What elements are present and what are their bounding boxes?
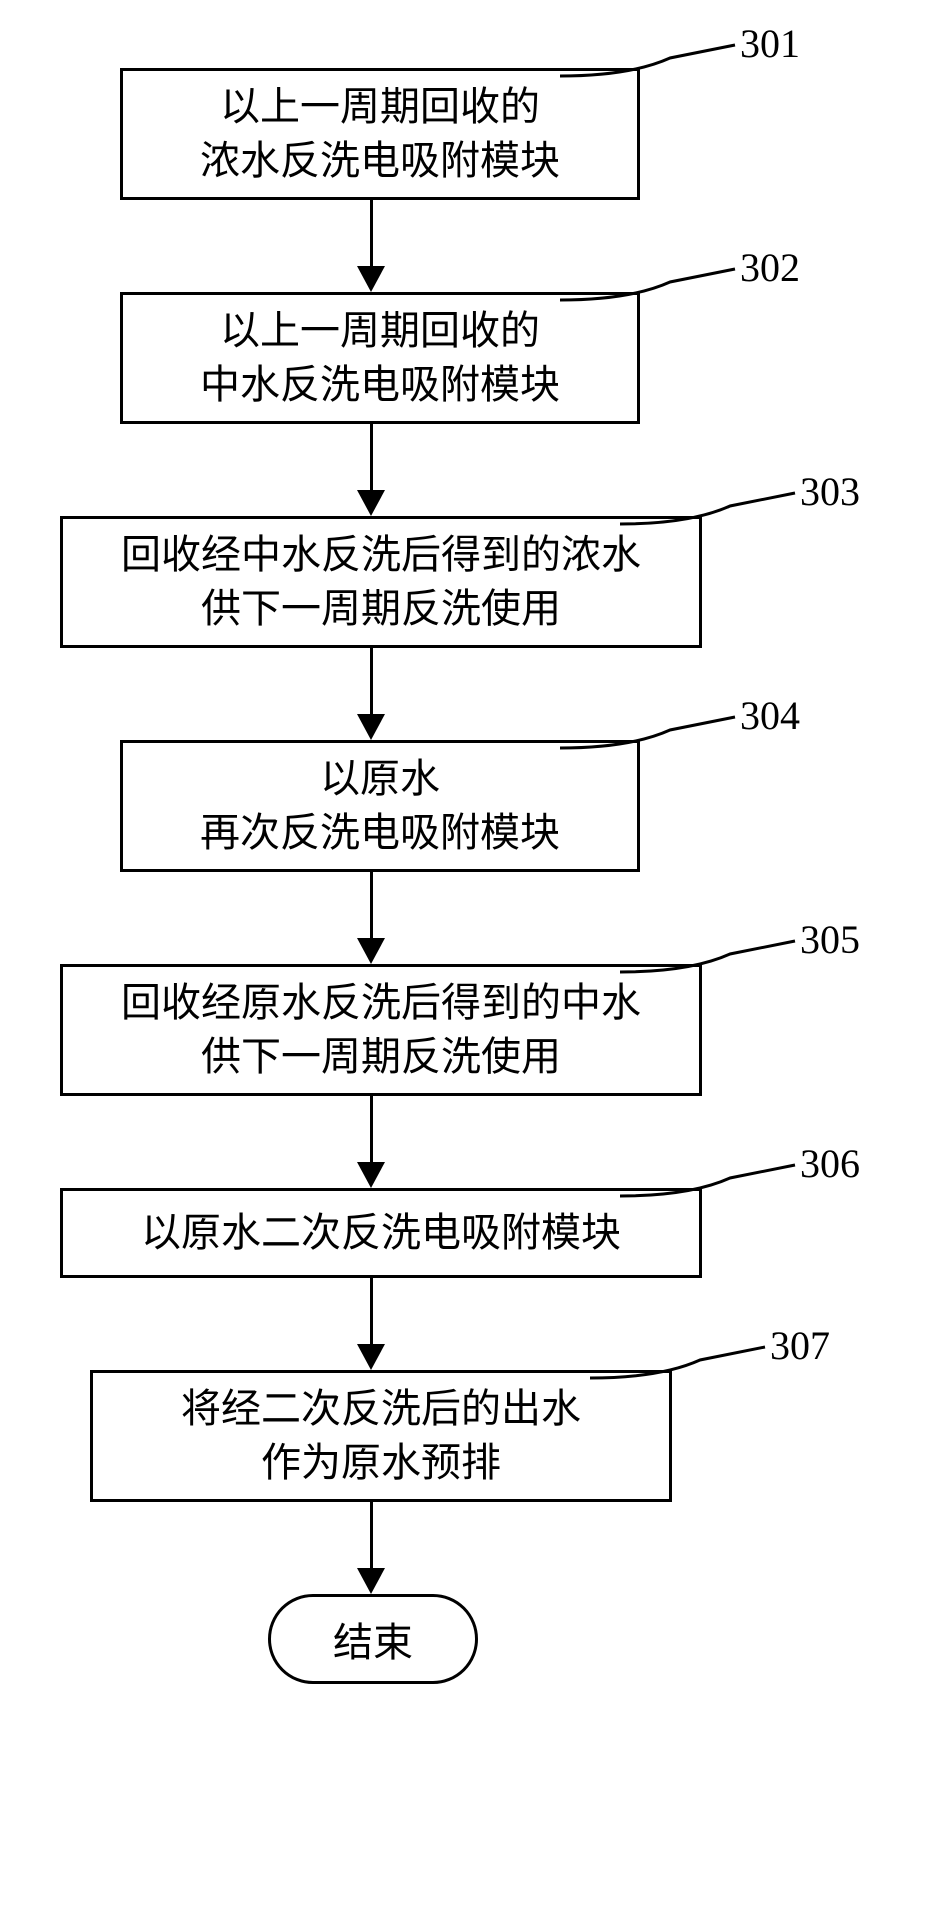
node-line1: 回收经原水反洗后得到的中水 [121, 980, 641, 1025]
leader-303 [620, 481, 800, 531]
arrow-head-icon [357, 714, 385, 740]
arrow-line [370, 1096, 373, 1162]
arrow-head-icon [357, 266, 385, 292]
arrow-head-icon [357, 490, 385, 516]
flow-node-303: 回收经中水反洗后得到的浓水 供下一周期反洗使用 [60, 516, 702, 648]
arrow-line [370, 872, 373, 938]
node-line1: 回收经中水反洗后得到的浓水 [121, 532, 641, 577]
node-line2: 供下一周期反洗使用 [201, 1034, 561, 1079]
flow-node-text: 以原水 再次反洗电吸附模块 [200, 752, 560, 860]
node-line2: 再次反洗电吸附模块 [200, 810, 560, 855]
arrow-head-icon [357, 938, 385, 964]
flow-node-304: 以原水 再次反洗电吸附模块 [120, 740, 640, 872]
flow-node-text: 将经二次反洗后的出水 作为原水预排 [181, 1382, 581, 1490]
flow-node-text: 回收经原水反洗后得到的中水 供下一周期反洗使用 [121, 976, 641, 1084]
arrow-head-icon [357, 1162, 385, 1188]
flow-node-305: 回收经原水反洗后得到的中水 供下一周期反洗使用 [60, 964, 702, 1096]
node-label-305: 305 [800, 916, 860, 963]
node-line1: 将经二次反洗后的出水 [181, 1386, 581, 1431]
arrow-head-icon [357, 1344, 385, 1370]
leader-304 [560, 705, 740, 755]
node-line2: 作为原水预排 [261, 1440, 501, 1485]
arrow-line [370, 648, 373, 714]
node-line1: 以上一周期回收的 [220, 84, 540, 129]
arrow-line [370, 200, 373, 266]
flow-end-node: 结束 [268, 1594, 478, 1684]
node-line1: 以原水 [320, 756, 440, 801]
flow-node-text: 回收经中水反洗后得到的浓水 供下一周期反洗使用 [121, 528, 641, 636]
flow-node-307: 将经二次反洗后的出水 作为原水预排 [90, 1370, 672, 1502]
leader-301 [560, 33, 740, 83]
end-text: 结束 [333, 1610, 413, 1668]
node-label-301: 301 [740, 20, 800, 67]
node-label-303: 303 [800, 468, 860, 515]
node-label-302: 302 [740, 244, 800, 291]
node-line1: 以上一周期回收的 [220, 308, 540, 353]
node-line2: 中水反洗电吸附模块 [200, 362, 560, 407]
node-label-304: 304 [740, 692, 800, 739]
flow-node-306: 以原水二次反洗电吸附模块 [60, 1188, 702, 1278]
flow-node-text: 以上一周期回收的 中水反洗电吸附模块 [200, 304, 560, 412]
node-line2: 供下一周期反洗使用 [201, 586, 561, 631]
arrow-line [370, 1502, 373, 1568]
leader-307 [590, 1335, 770, 1385]
arrow-line [370, 424, 373, 490]
flow-node-text: 以上一周期回收的 浓水反洗电吸附模块 [200, 80, 560, 188]
arrow-line [370, 1278, 373, 1344]
arrow-head-icon [357, 1568, 385, 1594]
node-line2: 浓水反洗电吸附模块 [200, 138, 560, 183]
flow-node-302: 以上一周期回收的 中水反洗电吸附模块 [120, 292, 640, 424]
node-line1: 以原水二次反洗电吸附模块 [141, 1210, 621, 1255]
flow-node-301: 以上一周期回收的 浓水反洗电吸附模块 [120, 68, 640, 200]
node-label-307: 307 [770, 1322, 830, 1369]
leader-305 [620, 929, 800, 979]
flow-node-text: 以原水二次反洗电吸附模块 [141, 1206, 621, 1260]
leader-306 [620, 1153, 800, 1203]
flowchart-container: 以上一周期回收的 浓水反洗电吸附模块 301 以上一周期回收的 中水反洗电吸附模… [0, 0, 948, 1906]
leader-302 [560, 257, 740, 307]
node-label-306: 306 [800, 1140, 860, 1187]
